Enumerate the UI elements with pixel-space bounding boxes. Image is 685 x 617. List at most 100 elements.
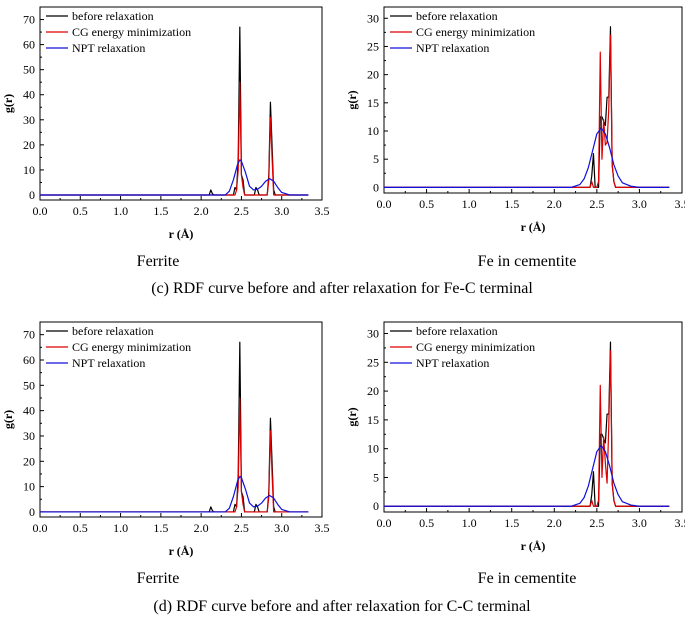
y-tick-label: 60 [23,353,35,367]
y-tick-label: 20 [367,68,379,82]
y-tick-label: 25 [367,39,379,53]
subtitle-c-ferrite: Ferrite [137,253,180,270]
x-tick-label: 0.0 [377,197,392,211]
x-tick-label: 2.5 [234,204,249,218]
x-tick-label: 2.0 [194,204,209,218]
x-tick-label: 2.5 [589,516,604,530]
caption-c: (c) RDF curve before and after relaxatio… [151,280,533,297]
legend-label: NPT relaxation [416,356,489,370]
x-tick-label: 1.0 [113,204,128,218]
x-tick-label: 3.0 [274,521,289,535]
y-axis-label: g(r) [345,407,359,426]
y-axis-label: g(r) [345,90,359,109]
legend-label: NPT relaxation [72,41,145,55]
chart-d-cementite: 0.0 0.5 1.0 1.5 2.0 2.5 3.0 3.5 0 5 10 15 20 25 30 r (Å… [345,321,685,553]
x-tick-label: 2.5 [589,197,604,211]
chart-d-ferrite: 0.0 0.5 1.0 1.5 2.0 2.5 3.0 3.5 0 10 20 30 40 50 60 70 r… [1,321,330,558]
x-tick-label: 1.5 [504,516,519,530]
y-tick-label: 15 [367,413,379,427]
legend-label: NPT relaxation [72,356,145,370]
legend-label: before relaxation [416,324,498,338]
y-tick-label: 5 [373,152,379,166]
legend-label: CG energy minimization [416,340,535,354]
y-tick-label: 30 [367,327,379,341]
series-line-npt-relaxation [40,475,309,513]
y-tick-label: 5 [373,470,379,484]
series-line-cg-energy-minimization [384,350,670,507]
y-tick-label: 60 [23,38,35,52]
x-axis-label: r (Å) [169,544,194,558]
x-tick-label: 3.0 [274,204,289,218]
legend-label: CG energy minimization [72,25,191,39]
x-tick-label: 2.5 [234,521,249,535]
y-tick-label: 0 [29,505,35,519]
y-tick-label: 25 [367,355,379,369]
y-tick-label: 40 [23,404,35,418]
x-tick-label: 2.0 [547,197,562,211]
x-tick-label: 3.5 [675,197,685,211]
y-tick-label: 10 [367,124,379,138]
y-tick-label: 10 [367,442,379,456]
series-line-cg-energy-minimization [40,81,309,196]
legend-label: NPT relaxation [416,41,489,55]
y-tick-label: 10 [23,163,35,177]
series-line-npt-relaxation [384,445,670,507]
x-tick-label: 1.0 [113,521,128,535]
legend-label: before relaxation [72,324,154,338]
subtitle-d-ferrite: Ferrite [137,570,180,587]
y-axis-label: g(r) [1,410,15,429]
x-tick-label: 0.5 [73,521,88,535]
caption-d: (d) RDF curve before and after relaxatio… [153,598,531,615]
y-tick-label: 30 [367,11,379,25]
y-tick-label: 30 [23,429,35,443]
y-tick-label: 70 [23,13,35,27]
x-tick-label: 0.0 [33,204,48,218]
legend-label: CG energy minimization [72,340,191,354]
y-tick-label: 50 [23,63,35,77]
y-tick-label: 20 [23,138,35,152]
y-tick-label: 30 [23,113,35,127]
x-tick-label: 0.0 [377,516,392,530]
y-axis-label: g(r) [1,94,15,113]
x-tick-label: 2.0 [194,521,209,535]
chart-c-cementite: 0.0 0.5 1.0 1.5 2.0 2.5 3.0 3.5 0 5 10 15 20 25 30 r (Å… [345,6,685,234]
series-line-npt-relaxation [40,159,309,196]
x-axis-label: r (Å) [521,220,546,234]
series-line-cg-energy-minimization [40,397,309,513]
y-tick-label: 0 [29,188,35,202]
y-tick-label: 0 [373,180,379,194]
legend-label: before relaxation [72,9,154,23]
series-line-npt-relaxation [384,127,670,188]
x-tick-label: 1.5 [153,204,168,218]
x-tick-label: 2.0 [547,516,562,530]
series-line-cg-energy-minimization [384,34,670,188]
x-axis-label: r (Å) [521,539,546,553]
x-tick-label: 1.5 [504,197,519,211]
x-tick-label: 0.0 [33,521,48,535]
chart-c-ferrite: 0.0 0.5 1.0 1.5 2.0 2.5 3.0 3.5 0 10 20 30 40 50 60 70 r… [1,6,330,241]
x-tick-label: 1.0 [462,197,477,211]
x-axis-label: r (Å) [169,227,194,241]
x-tick-label: 0.5 [73,204,88,218]
x-tick-label: 3.0 [632,197,647,211]
y-tick-label: 50 [23,378,35,392]
y-tick-label: 40 [23,88,35,102]
y-tick-label: 0 [373,499,379,513]
y-tick-label: 20 [23,454,35,468]
y-tick-label: 70 [23,328,35,342]
y-tick-label: 15 [367,96,379,110]
x-tick-label: 1.0 [462,516,477,530]
y-tick-label: 20 [367,384,379,398]
x-tick-label: 0.5 [419,516,434,530]
legend-label: before relaxation [416,9,498,23]
subtitle-d-cementite: Fe in cementite [478,570,577,587]
x-tick-label: 3.0 [632,516,647,530]
x-tick-label: 0.5 [419,197,434,211]
subtitle-c-cementite: Fe in cementite [478,253,577,270]
legend-label: CG energy minimization [416,25,535,39]
x-tick-label: 3.5 [315,521,330,535]
y-tick-label: 10 [23,480,35,494]
x-tick-label: 3.5 [315,204,330,218]
x-tick-label: 3.5 [675,516,685,530]
